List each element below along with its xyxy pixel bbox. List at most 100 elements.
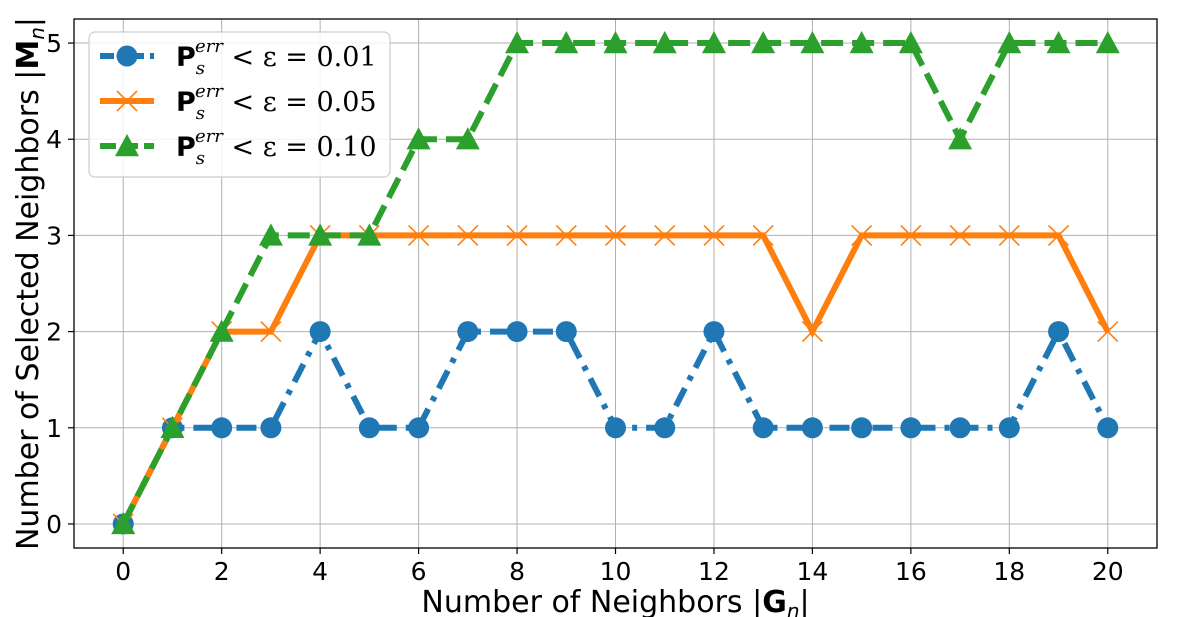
data-point (209, 319, 234, 342)
legend-subscript: s (196, 58, 205, 79)
data-point (604, 224, 627, 246)
legend-superscript: err (195, 126, 224, 147)
legend-label: Pserr < ε = 0.05 (176, 81, 377, 124)
series-1 (112, 224, 1119, 535)
x-tick-label: 12 (698, 557, 730, 586)
data-point (357, 223, 382, 246)
data-point (211, 417, 233, 439)
data-point (654, 224, 676, 246)
data-point (308, 223, 333, 246)
data-point (998, 417, 1020, 439)
data-point (506, 321, 528, 343)
x-tick-label: 2 (214, 557, 230, 586)
data-point (457, 321, 479, 343)
y-tick-label: 5 (46, 29, 62, 58)
data-point (801, 321, 823, 343)
legend-subscript: s (196, 148, 205, 169)
data-point (800, 31, 825, 54)
y-axis-label-text: Number of Selected Neighbors | (11, 70, 46, 550)
data-point (406, 127, 431, 150)
x-tick-label: 16 (895, 557, 927, 586)
data-point (900, 224, 922, 246)
legend-subscript: s (196, 103, 205, 124)
data-point (998, 224, 1020, 246)
y-axis-label-end: | (11, 17, 46, 27)
data-point (309, 321, 331, 343)
data-point (801, 417, 823, 439)
legend-entry: Pserr < ε = 0.10 (100, 126, 377, 169)
data-point (555, 224, 577, 246)
data-point (752, 417, 774, 439)
legend-marker (116, 90, 138, 112)
x-axis-label-text: Number of Neighbors | (421, 585, 762, 617)
x-tick-label: 10 (600, 557, 632, 586)
data-point (160, 415, 185, 438)
data-point (849, 31, 874, 54)
y-tick-label: 0 (46, 510, 62, 539)
series-layer (111, 31, 1120, 535)
data-point (1048, 321, 1070, 343)
data-point (948, 127, 973, 150)
data-point (408, 224, 430, 246)
legend-symbol: P (176, 87, 196, 118)
x-axis-label-end: | (800, 585, 810, 617)
data-point (949, 224, 971, 246)
data-point (703, 224, 725, 246)
data-point (408, 417, 430, 439)
data-point (554, 31, 579, 54)
y-tick-label: 4 (46, 125, 62, 154)
data-point (652, 31, 677, 54)
legend-condition: < ε = 0.01 (223, 42, 377, 73)
data-point (751, 31, 776, 54)
data-point (949, 417, 971, 439)
data-point (752, 224, 774, 246)
legend-condition: < ε = 0.10 (223, 132, 377, 163)
data-point (505, 31, 530, 54)
data-point (701, 31, 726, 54)
legend-label: Pserr < ε = 0.01 (176, 36, 377, 79)
x-tick-label: 14 (797, 557, 829, 586)
y-tick-label: 1 (46, 414, 62, 443)
data-point (1047, 224, 1070, 246)
data-point (260, 321, 282, 343)
data-point (851, 417, 873, 439)
legend-entry: Pserr < ε = 0.05 (100, 81, 377, 124)
legend-label: Pserr < ε = 0.10 (176, 126, 377, 169)
data-point (358, 417, 380, 439)
x-tick-label: 0 (115, 557, 131, 586)
data-point (605, 417, 626, 439)
data-point (1046, 31, 1071, 54)
legend-marker (116, 45, 138, 67)
x-axis-label: Number of Neighbors |Gn| (421, 585, 809, 617)
y-tick-label: 3 (46, 221, 62, 250)
data-point (1097, 321, 1119, 343)
data-point (506, 224, 528, 246)
legend-superscript: err (195, 36, 224, 57)
legend-marker (115, 134, 139, 157)
data-point (457, 224, 479, 246)
data-point (1095, 31, 1120, 54)
data-point (997, 31, 1022, 54)
data-point (111, 511, 136, 535)
y-tick-label: 2 (46, 318, 62, 347)
data-point (603, 31, 628, 54)
y-axis-label-subscript: n (25, 27, 49, 40)
data-point (898, 31, 923, 54)
legend-symbol: P (176, 132, 196, 163)
x-axis-label-symbol: G (762, 585, 787, 617)
x-tick-label: 18 (993, 557, 1025, 586)
x-axis-label-subscript: n (787, 599, 800, 617)
y-axis-label: Number of Selected Neighbors |Mn| (11, 17, 49, 550)
x-tick-label: 20 (1092, 557, 1124, 586)
data-point (258, 223, 283, 246)
legend-superscript: err (195, 81, 224, 102)
x-tick-label: 4 (312, 557, 328, 586)
y-axis-label-symbol: M (11, 40, 46, 70)
data-point (654, 417, 676, 439)
series-2 (111, 31, 1120, 535)
data-point (455, 127, 480, 150)
x-tick-label: 6 (411, 557, 427, 586)
